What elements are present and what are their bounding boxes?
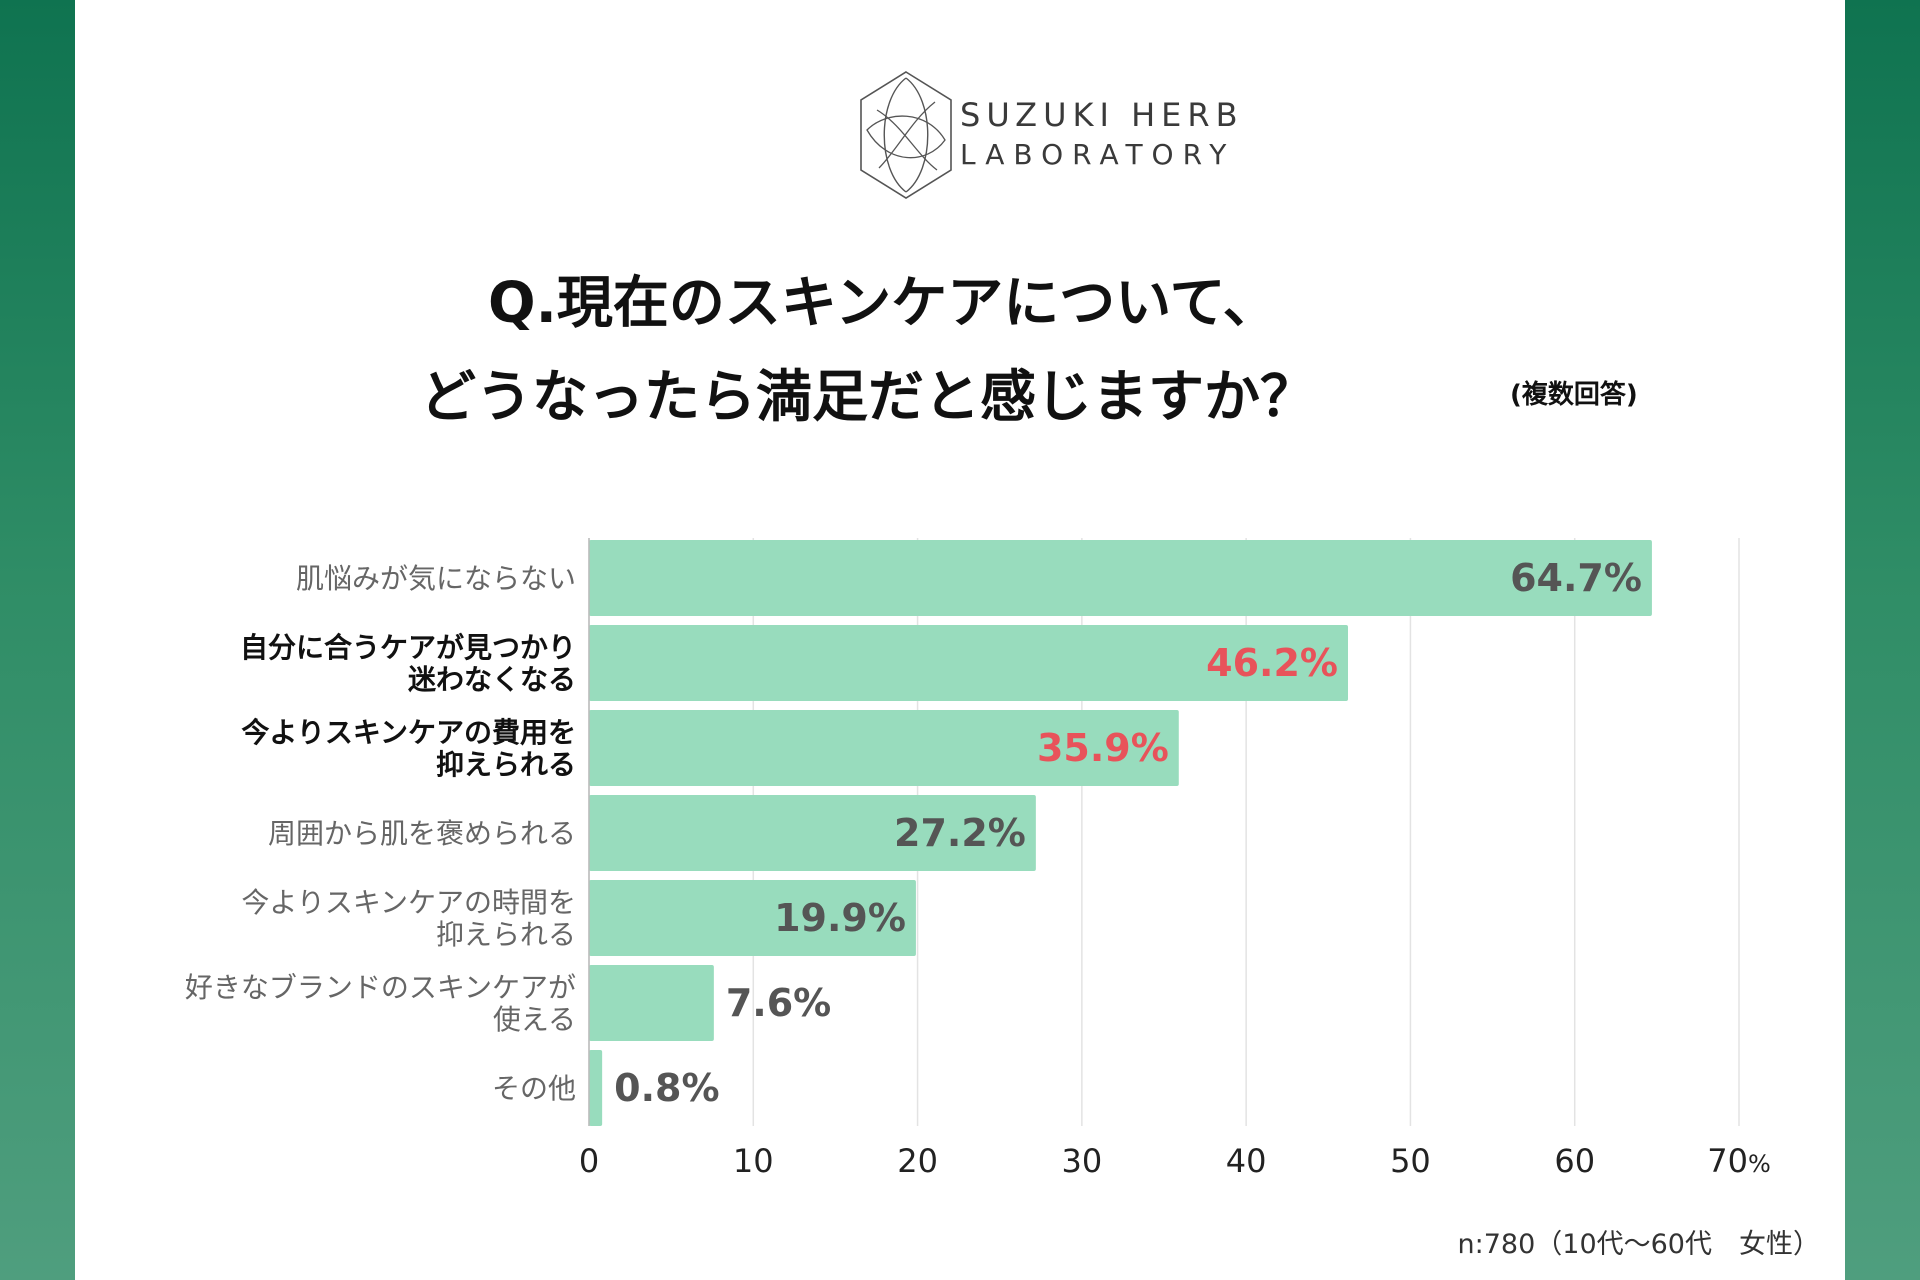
bar xyxy=(589,625,1348,701)
category-label: 今よりスキンケアの費用を xyxy=(241,716,576,749)
category-label: 好きなブランドのスキンケアが xyxy=(185,971,576,1004)
x-tick-label: 10 xyxy=(733,1142,774,1180)
bar xyxy=(589,710,1179,786)
brand-name-line2: LABORATORY xyxy=(960,138,1236,171)
bar-value-label: 64.7% xyxy=(1510,556,1642,600)
category-label: 今よりスキンケアの時間を xyxy=(241,886,576,919)
bar-value-label: 35.9% xyxy=(1037,726,1169,770)
bar-value-label: 19.9% xyxy=(774,896,906,940)
bar-value-label: 46.2% xyxy=(1206,641,1338,685)
x-tick-label: 40 xyxy=(1226,1142,1267,1180)
category-label: 使える xyxy=(493,1003,576,1036)
bar xyxy=(589,795,1036,871)
x-tick-label: 30 xyxy=(1061,1142,1102,1180)
category-label: 迷わなくなる xyxy=(408,663,576,696)
category-label: 抑えられる xyxy=(436,748,576,781)
bar xyxy=(589,880,916,956)
x-tick-label: 20 xyxy=(897,1142,938,1180)
sample-size-note: n:780（10代〜60代 女性） xyxy=(1457,1229,1820,1260)
bar-value-label: 7.6% xyxy=(726,981,831,1025)
category-label: 抑えられる xyxy=(436,918,576,951)
category-label: 自分に合うケアが見つかり xyxy=(240,631,576,664)
bar-value-label: 0.8% xyxy=(614,1066,719,1110)
herb-leaf-logo-icon xyxy=(860,71,952,199)
x-tick-label: 70% xyxy=(1707,1142,1771,1180)
category-label: 肌悩みが気にならない xyxy=(296,562,576,595)
brand-name-line1: SUZUKI HERB xyxy=(960,96,1244,134)
bar xyxy=(589,965,714,1041)
x-unit-label: % xyxy=(1748,1150,1771,1178)
chart-title-note: (複数回答) xyxy=(1510,380,1638,410)
x-tick-label: 0 xyxy=(579,1142,599,1180)
bar xyxy=(589,1050,603,1126)
category-label: その他 xyxy=(492,1072,576,1105)
bar-value-label: 27.2% xyxy=(894,811,1026,855)
x-tick-label: 60 xyxy=(1554,1142,1595,1180)
chart-title-line2: どうなったら満足だと感じますか？ xyxy=(420,365,1316,430)
chart-title-line1: Q.現在のスキンケアについて、 xyxy=(488,271,1279,336)
bar xyxy=(589,540,1652,616)
category-label: 周囲から肌を褒められる xyxy=(268,817,576,850)
x-tick-label: 50 xyxy=(1390,1142,1431,1180)
